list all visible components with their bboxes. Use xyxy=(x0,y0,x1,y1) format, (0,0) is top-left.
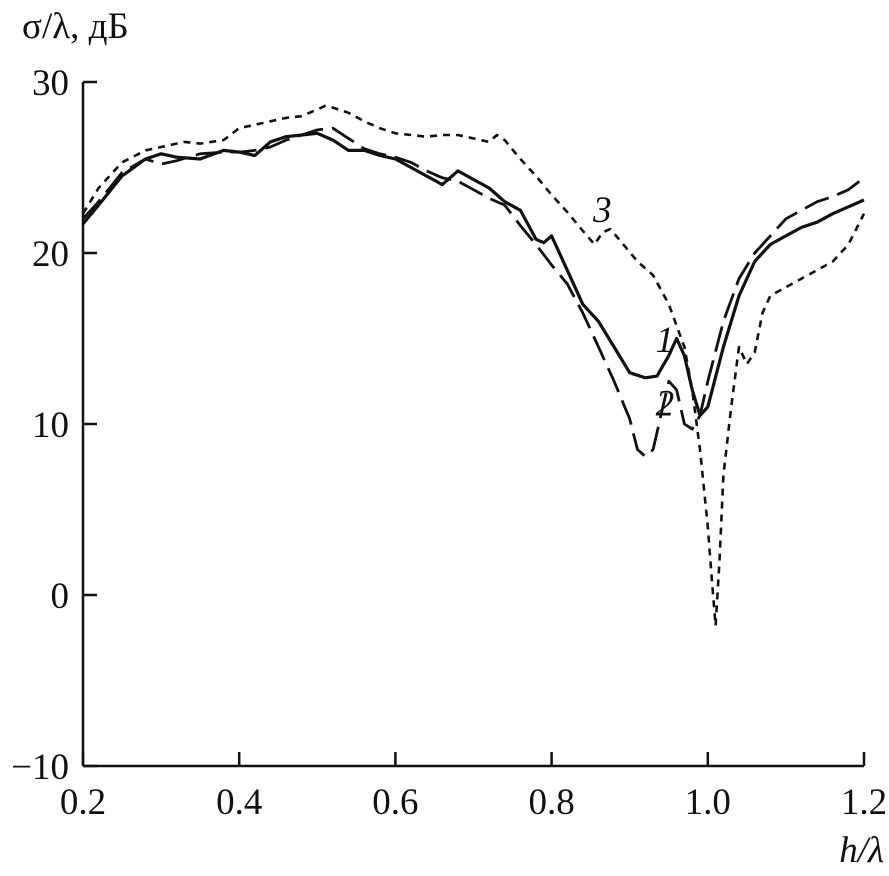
y-tick-label: 0 xyxy=(51,576,70,617)
y-tick-label: 30 xyxy=(32,63,69,104)
x-tick-label: 1.0 xyxy=(685,782,731,823)
x-tick-label: 0.4 xyxy=(216,782,262,823)
x-tick-label: 0.8 xyxy=(528,782,574,823)
series-3-line xyxy=(81,104,866,628)
y-tick-label: 10 xyxy=(32,405,69,446)
series-3-label: 3 xyxy=(592,190,612,231)
x-axis-title: h/λ xyxy=(839,830,884,871)
series-layer xyxy=(81,104,866,628)
y-tick-label: −10 xyxy=(11,747,69,788)
x-tick-label: 1.2 xyxy=(841,782,887,823)
curve-labels: 1 2 3 xyxy=(592,190,674,424)
x-tick-label: 0.6 xyxy=(372,782,418,823)
series-1-line xyxy=(81,131,865,418)
series-1-label: 1 xyxy=(656,320,675,361)
tick-labels: −10 0 10 20 30 0.2 0.4 0.6 0.8 1.0 1.2 xyxy=(11,63,887,823)
x-tick-label: 0.2 xyxy=(60,782,106,823)
y-axis-title: σ/λ, дБ xyxy=(22,6,129,47)
ticks xyxy=(81,80,866,768)
axes xyxy=(81,82,864,768)
series-2-label: 2 xyxy=(656,383,675,424)
y-tick-label: 20 xyxy=(32,234,69,275)
series-2-line xyxy=(81,126,865,458)
